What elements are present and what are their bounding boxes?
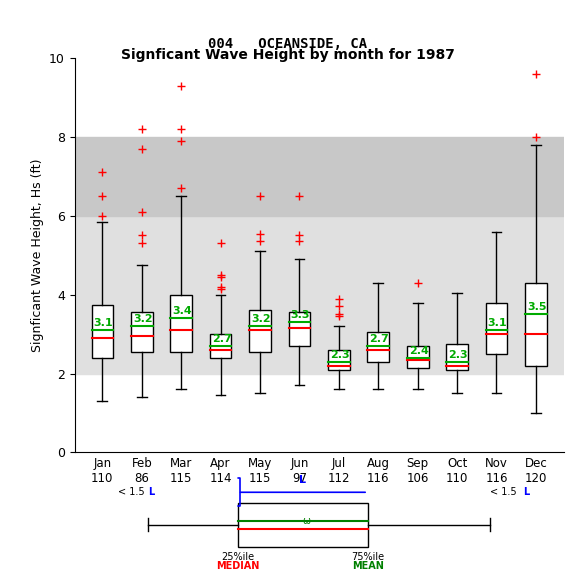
Text: 004   OCEANSIDE, CA: 004 OCEANSIDE, CA [208, 37, 367, 50]
Text: 75%ile: 75%ile [351, 552, 385, 562]
Bar [249, 310, 271, 352]
Text: 3.4: 3.4 [172, 306, 192, 316]
Bar [289, 313, 310, 346]
Bar [446, 344, 468, 369]
Text: 2.4: 2.4 [409, 346, 429, 356]
Y-axis label: Signficant Wave Height, Hs (ft): Signficant Wave Height, Hs (ft) [30, 158, 44, 352]
Bar [407, 346, 428, 368]
Bar [210, 334, 231, 358]
Text: Signficant Wave Height by month for 1987: Signficant Wave Height by month for 1987 [121, 48, 454, 62]
Text: 3.2: 3.2 [133, 314, 152, 324]
Text: L: L [300, 474, 306, 485]
Text: 25%ile: 25%ile [221, 552, 254, 562]
Bar [75, 216, 564, 374]
Text: 3.1: 3.1 [488, 318, 507, 328]
Text: 2.3: 2.3 [448, 350, 468, 360]
Text: L: L [148, 487, 154, 496]
Bar [75, 137, 564, 216]
Bar [328, 350, 350, 369]
Text: < 1.5: < 1.5 [118, 487, 148, 496]
Bar [367, 332, 389, 362]
Text: 2.7: 2.7 [369, 334, 389, 344]
Bar [131, 313, 152, 352]
Text: 3.1: 3.1 [94, 318, 113, 328]
Text: 2.7: 2.7 [212, 334, 232, 344]
Text: 3.2: 3.2 [251, 314, 271, 324]
Text: < 1.5: < 1.5 [490, 487, 520, 496]
Text: L: L [523, 487, 529, 496]
Bar [91, 304, 113, 358]
Bar [237, 503, 368, 546]
Bar [170, 295, 192, 352]
Bar [486, 303, 507, 354]
Text: MEAN: MEAN [352, 561, 384, 571]
Bar [525, 283, 547, 365]
Text: 3.5: 3.5 [527, 302, 547, 313]
Text: ω: ω [303, 516, 311, 525]
Text: MEDIAN: MEDIAN [216, 561, 259, 571]
Text: 3.3: 3.3 [290, 310, 310, 320]
Text: 2.3: 2.3 [330, 350, 350, 360]
